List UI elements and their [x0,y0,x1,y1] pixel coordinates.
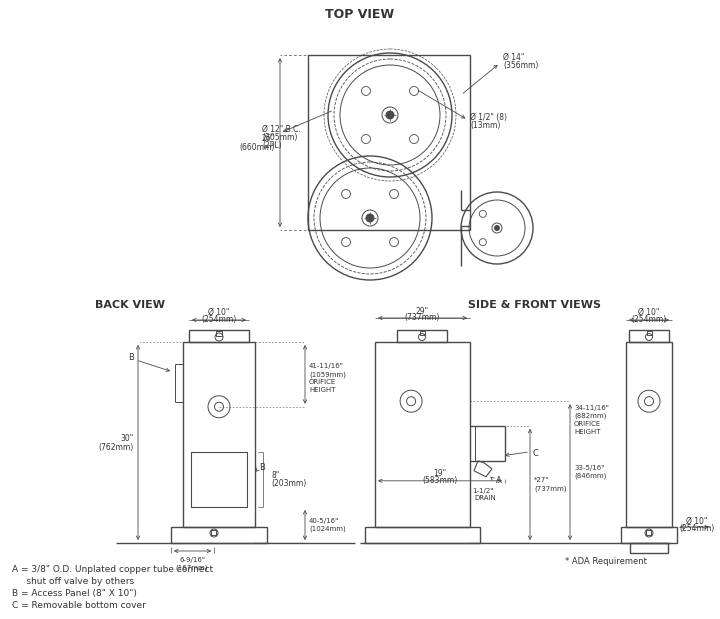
Text: (762mm): (762mm) [99,443,134,452]
Bar [216,331,222,336]
Text: B: B [128,352,134,361]
Text: C = Removable bottom cover: C = Removable bottom cover [12,601,146,610]
Text: (13mm): (13mm) [470,121,500,129]
Text: B = Access Panel (8" X 10"): B = Access Panel (8" X 10") [12,589,137,598]
Bar [211,530,216,535]
Bar [397,330,447,342]
Text: (737mm): (737mm) [534,485,567,491]
Bar [621,527,677,543]
Bar [191,452,247,507]
Circle shape [366,214,374,222]
Text: 1-1/2": 1-1/2" [472,488,493,494]
Text: *27": *27" [534,477,549,483]
Text: (583mm): (583mm) [423,476,458,485]
Text: (356mm): (356mm) [503,61,539,69]
Text: A = 3/8" O.D. Unplated copper tube connect: A = 3/8" O.D. Unplated copper tube conne… [12,565,213,574]
Text: Ø 1/2" (8): Ø 1/2" (8) [470,113,507,121]
Text: (167mm): (167mm) [176,565,208,571]
Bar [308,55,470,230]
Text: (737mm): (737mm) [405,313,440,321]
Text: 41-11/16": 41-11/16" [309,363,344,370]
Text: (254mm): (254mm) [680,524,715,532]
Text: (254mm): (254mm) [631,314,667,324]
Text: 30": 30" [121,434,134,443]
Text: B: B [259,462,265,472]
Text: C: C [532,449,538,458]
Text: BACK VIEW: BACK VIEW [95,300,165,310]
Text: (660mm): (660mm) [240,143,275,152]
Bar [630,543,668,553]
Circle shape [495,225,500,230]
Text: 40-5/16": 40-5/16" [309,518,339,524]
Text: ORIFICE: ORIFICE [574,421,601,426]
Bar [647,331,652,335]
Bar [171,527,267,543]
Bar [646,530,651,535]
Text: shut off valve by others: shut off valve by others [12,577,134,586]
Text: 8": 8" [271,471,279,480]
Bar [629,330,669,342]
Text: (846mm): (846mm) [574,473,606,479]
Text: TOP VIEW: TOP VIEW [325,7,395,20]
Text: (203mm): (203mm) [271,479,306,488]
Text: Ø 10": Ø 10" [208,308,230,316]
Text: SIDE & FRONT VIEWS: SIDE & FRONT VIEWS [469,300,601,310]
Text: Ø 14": Ø 14" [503,53,524,61]
Text: 33-5/16": 33-5/16" [574,465,604,471]
Bar [365,527,480,543]
Text: A: A [496,476,502,485]
Bar [375,342,470,527]
Text: (882mm): (882mm) [574,412,606,419]
Text: 29": 29" [416,306,429,316]
Text: (2PL): (2PL) [262,141,282,150]
Text: Ø 10": Ø 10" [639,308,660,316]
Bar [420,331,425,335]
Text: (1024mm): (1024mm) [309,526,346,532]
Text: Ø 12" B.C.: Ø 12" B.C. [262,124,301,134]
Text: HEIGHT: HEIGHT [574,429,600,435]
Text: HEIGHT: HEIGHT [309,387,336,394]
Text: 26": 26" [262,134,275,143]
Text: 19": 19" [433,469,446,478]
Text: (305mm): (305mm) [262,132,297,142]
Text: Ø 10": Ø 10" [686,516,708,526]
Text: * ADA Requirement: * ADA Requirement [565,556,647,566]
Bar [626,342,672,527]
Bar [183,342,255,527]
Text: (1059mm): (1059mm) [309,371,346,378]
Text: ORIFICE: ORIFICE [309,379,336,386]
Text: 6-9/16": 6-9/16" [179,557,205,563]
Text: DRAIN: DRAIN [474,495,496,501]
Circle shape [386,111,394,119]
Text: 34-11/16": 34-11/16" [574,405,609,411]
Bar [189,330,249,342]
Text: (254mm): (254mm) [202,314,237,324]
